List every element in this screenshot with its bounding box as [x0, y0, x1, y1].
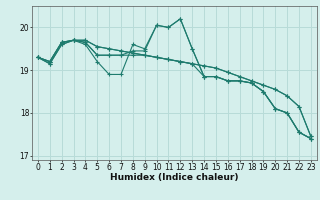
- X-axis label: Humidex (Indice chaleur): Humidex (Indice chaleur): [110, 173, 239, 182]
